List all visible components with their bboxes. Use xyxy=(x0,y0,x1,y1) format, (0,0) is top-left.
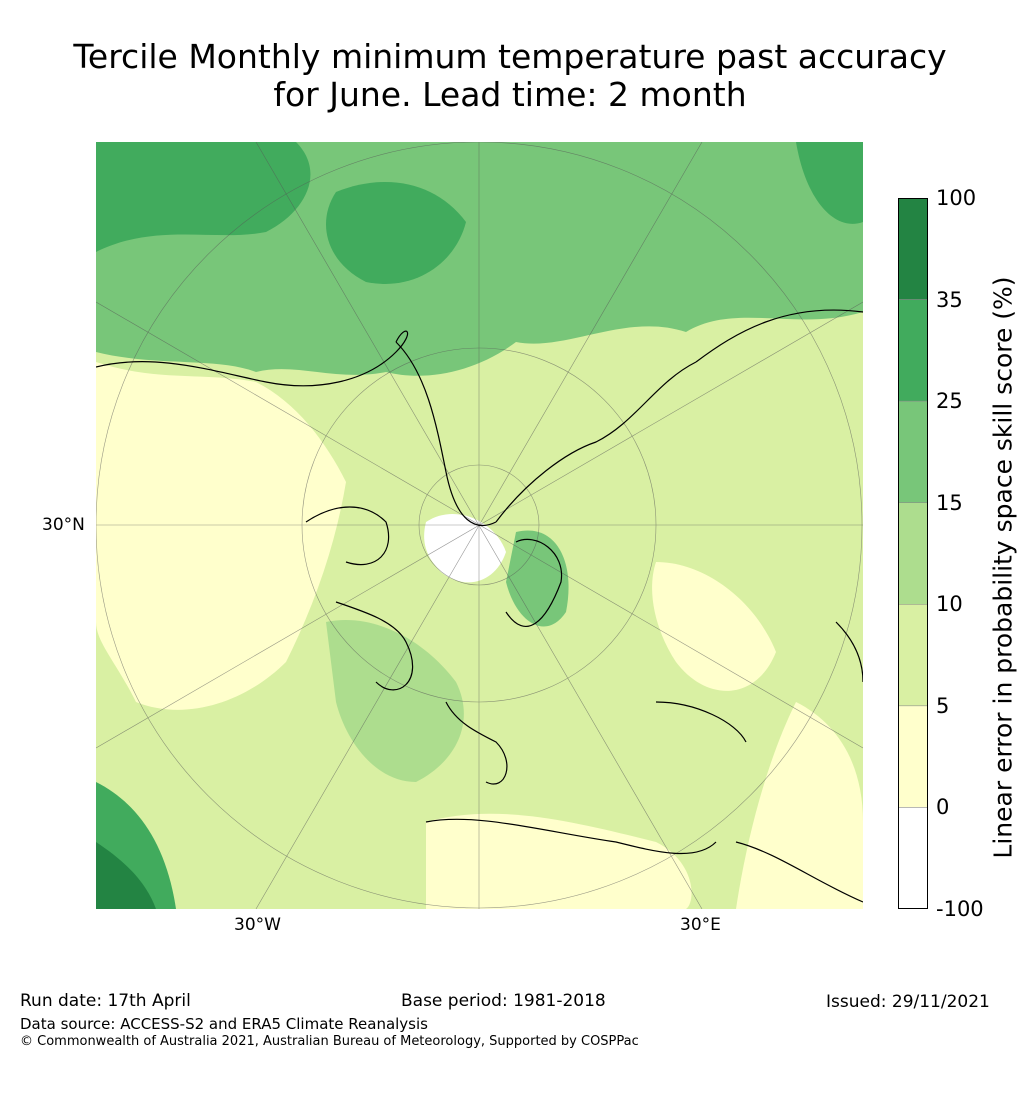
colorbar-tick-label: 10 xyxy=(936,592,963,617)
lon-tick-30w: 30°W xyxy=(234,915,281,935)
region-arctic-light xyxy=(424,513,506,583)
region-asia xyxy=(594,356,863,710)
region-pacific-dark-3 xyxy=(796,142,863,224)
region-pacific-dark-2 xyxy=(326,182,466,284)
title-line-1: Tercile Monthly minimum temperature past… xyxy=(73,37,947,76)
title-line-2: for June. Lead time: 2 month xyxy=(273,75,747,114)
copyright: © Commonwealth of Australia 2021, Austra… xyxy=(20,1034,639,1049)
region-pacific-dark xyxy=(96,142,311,252)
colorbar-segment xyxy=(898,705,928,808)
data-source: Data source: ACCESS-S2 and ERA5 Climate … xyxy=(20,1015,428,1033)
region-africa xyxy=(426,813,692,909)
colorbar-segment xyxy=(898,400,928,503)
lat-tick-30n: 30°N xyxy=(42,515,85,535)
colorbar xyxy=(898,198,928,909)
colorbar-tick-label: -100 xyxy=(936,897,984,921)
colorbar-tick-label: 25 xyxy=(936,389,963,414)
region-scandinavia xyxy=(506,530,569,627)
colorbar-tick-label: 5 xyxy=(936,693,950,718)
colorbar-segment xyxy=(898,502,928,605)
region-southeast xyxy=(736,702,863,909)
region-atlantic xyxy=(326,620,464,782)
colorbar-segment xyxy=(898,604,928,707)
region-southwest-darkest xyxy=(96,842,156,909)
region-asia-light xyxy=(652,562,776,691)
coastlines xyxy=(96,309,863,903)
lon-tick-30e: 30°E xyxy=(680,915,721,935)
colorbar-border xyxy=(898,198,928,909)
colorbar-tick-label: 15 xyxy=(936,490,963,515)
polar-map xyxy=(96,142,863,909)
colorbar-tick-label: 35 xyxy=(936,287,963,312)
colorbar-tick-label: 0 xyxy=(936,795,950,820)
map-title: Tercile Monthly minimum temperature past… xyxy=(0,38,1020,114)
region-north-america xyxy=(96,362,346,710)
issued-date: Issued: 29/11/2021 xyxy=(826,992,990,1012)
colorbar-tick-label: 100 xyxy=(936,186,977,210)
colorbar-title: Linear error in probability space skill … xyxy=(988,276,1018,859)
colorbar-segment xyxy=(898,807,928,909)
base-period: Base period: 1981-2018 xyxy=(401,991,606,1011)
colorbar-segment xyxy=(898,198,928,300)
run-date: Run date: 17th April xyxy=(20,991,191,1011)
colorbar-segment xyxy=(898,299,928,402)
